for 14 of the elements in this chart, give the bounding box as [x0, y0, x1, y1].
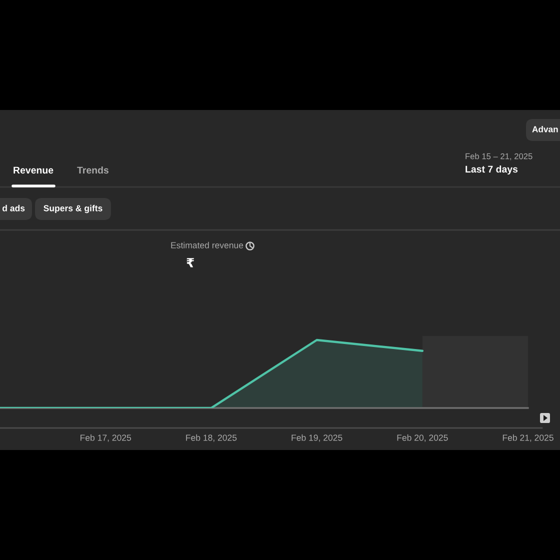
x-tick-label: Feb 17, 2025: [80, 434, 132, 442]
text: Advan: [532, 126, 558, 132]
x-tick-label: Feb 18, 2025: [186, 434, 237, 442]
text: Revenue: [14, 166, 54, 174]
chart-title: Estimated revenue: [171, 242, 244, 248]
text: d ads: [2, 204, 25, 212]
text: Feb 15 – 21, 2025: [466, 153, 532, 160]
chart-subtitle: ₹: [186, 258, 194, 268]
text: Trends: [77, 166, 108, 174]
x-tick-label: Feb 21, 2025: [502, 434, 554, 442]
x-tick-label: Feb 19, 2025: [292, 434, 342, 442]
text: Supers & gifts: [44, 204, 102, 214]
x-tick-label: Feb 20, 2025: [397, 434, 448, 442]
text: Last 7 days: [466, 165, 518, 175]
